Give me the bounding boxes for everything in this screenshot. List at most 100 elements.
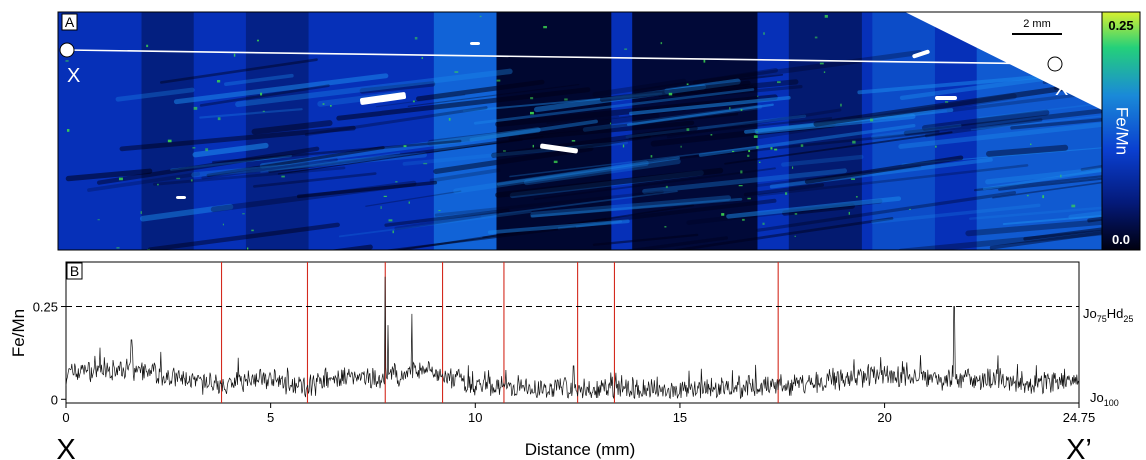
- map-speck: [564, 98, 568, 101]
- map-streak: [757, 164, 1029, 197]
- colorbar-min-label: 0.0: [1112, 232, 1130, 247]
- map-streak: [482, 204, 695, 239]
- map-streak: [982, 168, 1102, 191]
- colorbar-max-label: 0.25: [1108, 18, 1133, 33]
- map-speck: [1026, 194, 1029, 197]
- map-streak: [626, 103, 774, 126]
- map-speck: [665, 185, 668, 189]
- map-speck: [855, 195, 858, 198]
- map-streak: [139, 203, 234, 222]
- map-speck: [729, 107, 731, 110]
- profile-start-marker: [59, 42, 75, 58]
- map-streak: [224, 73, 294, 87]
- map-speck: [794, 235, 796, 237]
- map-speck: [740, 170, 743, 174]
- map-streak: [726, 196, 902, 219]
- map-speck: [216, 80, 221, 83]
- map-speck: [192, 147, 196, 149]
- map-streak: [724, 131, 953, 165]
- map-speck: [1060, 174, 1062, 178]
- map-streak: [159, 58, 318, 84]
- map-streak: [921, 109, 1050, 131]
- map-speck: [748, 149, 751, 153]
- map-streak: [495, 94, 778, 128]
- scale-bar-label: 2 mm: [1023, 18, 1051, 30]
- map-speck: [388, 219, 393, 222]
- map-streak: [546, 115, 620, 125]
- map-speck: [408, 201, 410, 204]
- map-streak: [201, 158, 338, 180]
- map-speck: [840, 103, 842, 107]
- map-streak: [235, 68, 513, 108]
- map-speck: [870, 118, 874, 122]
- map-speck: [233, 53, 236, 57]
- map-speck: [753, 135, 758, 138]
- map-speck: [448, 117, 451, 121]
- map-speck: [762, 222, 765, 225]
- map-speck: [242, 213, 245, 215]
- map-streak: [496, 156, 681, 186]
- map-streak: [743, 183, 825, 197]
- map-streak: [338, 211, 532, 238]
- panel-b: B 0 5 10 15 20 24.75 00.25 Fe/Mn Distance (mm…: [9, 261, 1133, 460]
- map-speck: [66, 129, 70, 132]
- map-inclusion: [359, 92, 407, 105]
- map-streak: [268, 137, 523, 174]
- map-speck: [532, 144, 534, 148]
- map-streak: [329, 244, 373, 250]
- panel-a: A 2 mm X X’ 0.25 0.0 Fe/Mn: [57, 11, 1141, 251]
- map-streak: [65, 168, 153, 182]
- map-streak: [375, 94, 466, 108]
- map-streak: [210, 180, 417, 213]
- map-streak: [296, 180, 438, 199]
- map-streak: [199, 108, 303, 119]
- map-streak: [1010, 117, 1102, 130]
- y-tick-label: 0.25: [33, 300, 58, 315]
- map-streak: [669, 217, 894, 250]
- map-speck: [503, 150, 506, 152]
- map-streak: [946, 90, 1102, 113]
- map-speck: [403, 145, 407, 148]
- map-speck: [721, 213, 725, 216]
- map-streak: [407, 83, 580, 107]
- colorbar: [1101, 11, 1141, 251]
- profile-end-label: X’: [1055, 78, 1073, 100]
- map-streak: [487, 219, 630, 235]
- map-speck: [1042, 195, 1045, 199]
- map-streak: [658, 85, 754, 97]
- map-speck: [383, 195, 387, 197]
- map-speck: [529, 111, 534, 115]
- map-speck: [794, 213, 798, 215]
- map-streak: [592, 78, 687, 98]
- map-streak: [989, 230, 1102, 250]
- map-speck: [412, 100, 415, 103]
- x-tick-label: 5: [267, 410, 274, 425]
- map-streak: [523, 158, 681, 186]
- map-speck: [157, 183, 159, 186]
- map-speck: [680, 145, 682, 148]
- map-speck: [852, 140, 856, 144]
- map-speck: [747, 154, 750, 157]
- map-speck: [260, 92, 263, 96]
- map-streak: [571, 108, 686, 124]
- map-streak: [495, 167, 724, 198]
- map-speck: [190, 179, 193, 182]
- map-streak: [534, 84, 707, 113]
- panel-a-label: A: [65, 14, 75, 30]
- map-streak: [595, 198, 777, 224]
- map-streak: [756, 191, 1017, 232]
- profile-start-label: X: [67, 65, 80, 87]
- map-streak: [434, 190, 664, 217]
- map-speck: [814, 36, 818, 39]
- map-streak: [277, 136, 544, 175]
- map-speck: [146, 44, 149, 48]
- x-tick-label: 0: [62, 410, 69, 425]
- map-streak: [530, 197, 743, 218]
- map-streak: [429, 168, 501, 183]
- panel-b-label-box: [66, 262, 83, 280]
- profile-line-x-x-prime: [66, 49, 1056, 65]
- map-streak: [509, 146, 757, 178]
- map-streak: [1023, 227, 1102, 241]
- map-speck: [848, 211, 850, 215]
